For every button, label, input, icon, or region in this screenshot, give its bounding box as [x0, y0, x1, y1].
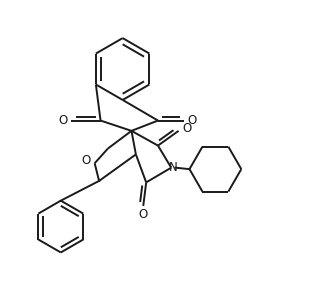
- Text: O: O: [58, 114, 68, 127]
- Text: O: O: [188, 114, 197, 127]
- Text: N: N: [169, 160, 178, 174]
- Text: O: O: [139, 208, 148, 221]
- Text: O: O: [82, 154, 91, 167]
- Text: O: O: [182, 122, 191, 135]
